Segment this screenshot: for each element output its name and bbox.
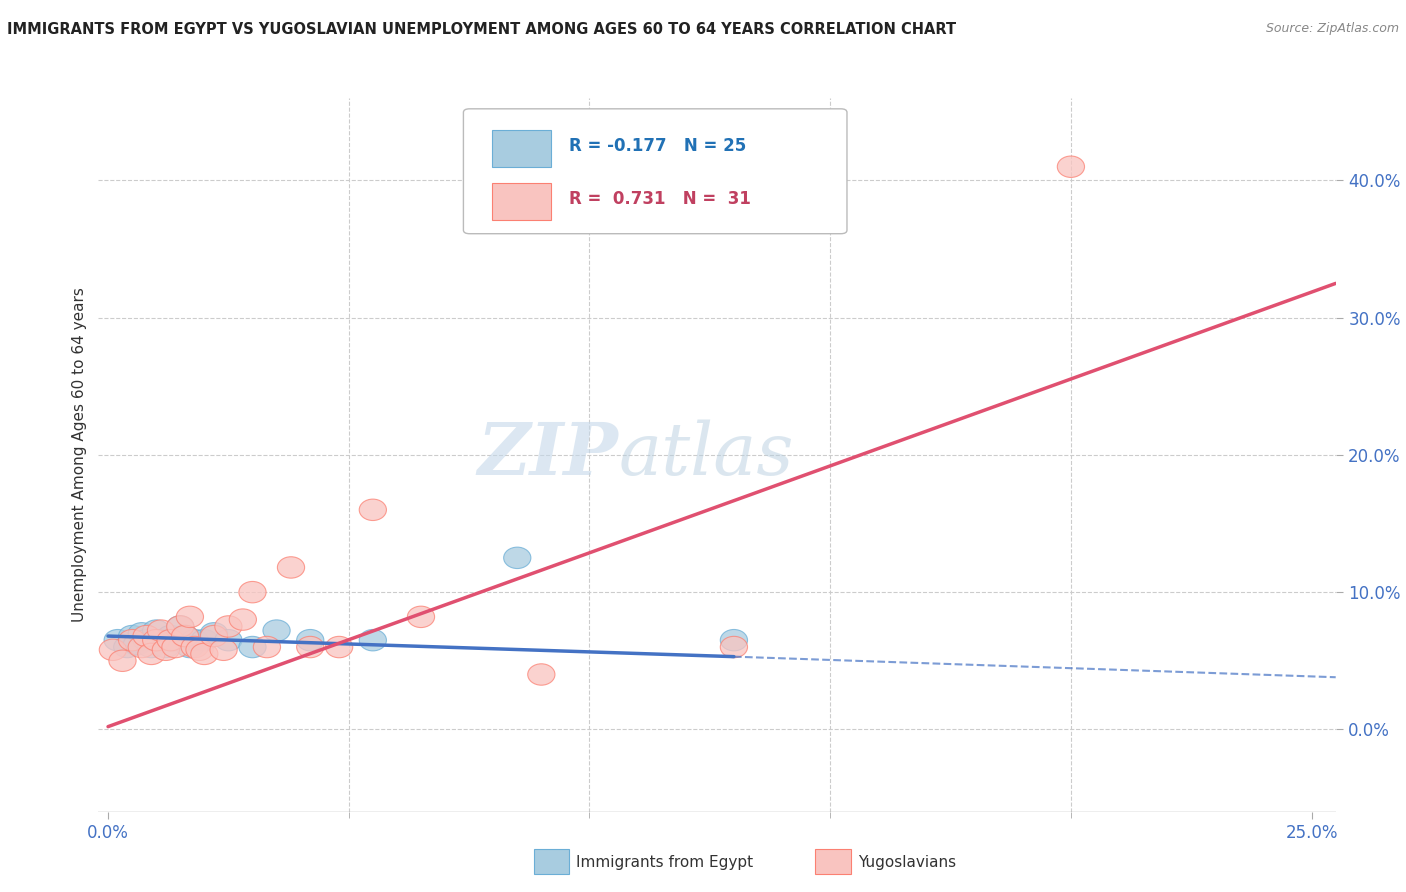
Ellipse shape <box>297 630 323 651</box>
Ellipse shape <box>215 630 242 651</box>
Ellipse shape <box>239 636 266 657</box>
Ellipse shape <box>181 636 208 657</box>
Ellipse shape <box>134 630 160 651</box>
Text: Yugoslavians: Yugoslavians <box>858 855 956 870</box>
Ellipse shape <box>114 636 141 657</box>
Ellipse shape <box>162 636 188 657</box>
Y-axis label: Unemployment Among Ages 60 to 64 years: Unemployment Among Ages 60 to 64 years <box>72 287 87 623</box>
Ellipse shape <box>200 623 228 644</box>
Ellipse shape <box>181 630 208 651</box>
Ellipse shape <box>172 625 198 647</box>
Ellipse shape <box>108 650 136 672</box>
Text: R = -0.177   N = 25: R = -0.177 N = 25 <box>568 137 745 155</box>
Ellipse shape <box>359 500 387 521</box>
Ellipse shape <box>176 636 204 657</box>
Ellipse shape <box>191 630 218 651</box>
Ellipse shape <box>277 557 305 578</box>
Ellipse shape <box>253 636 281 657</box>
Ellipse shape <box>720 636 748 657</box>
Ellipse shape <box>503 547 531 568</box>
Ellipse shape <box>124 633 150 655</box>
Ellipse shape <box>200 625 228 647</box>
Ellipse shape <box>104 630 131 651</box>
Ellipse shape <box>138 643 165 665</box>
Ellipse shape <box>326 636 353 657</box>
Ellipse shape <box>100 639 127 660</box>
Text: R =  0.731   N =  31: R = 0.731 N = 31 <box>568 191 751 209</box>
Ellipse shape <box>157 625 184 647</box>
Ellipse shape <box>152 636 180 657</box>
FancyBboxPatch shape <box>464 109 846 234</box>
Ellipse shape <box>172 625 198 647</box>
Ellipse shape <box>527 664 555 685</box>
Ellipse shape <box>152 639 180 660</box>
Ellipse shape <box>359 630 387 651</box>
Ellipse shape <box>186 639 214 660</box>
Ellipse shape <box>1057 156 1084 178</box>
Ellipse shape <box>408 607 434 628</box>
Ellipse shape <box>128 623 155 644</box>
Text: Immigrants from Egypt: Immigrants from Egypt <box>576 855 754 870</box>
Ellipse shape <box>118 625 146 647</box>
FancyBboxPatch shape <box>492 129 551 167</box>
Text: atlas: atlas <box>619 419 793 491</box>
Ellipse shape <box>176 607 204 628</box>
Ellipse shape <box>297 636 323 657</box>
Text: IMMIGRANTS FROM EGYPT VS YUGOSLAVIAN UNEMPLOYMENT AMONG AGES 60 TO 64 YEARS CORR: IMMIGRANTS FROM EGYPT VS YUGOSLAVIAN UNE… <box>7 22 956 37</box>
Ellipse shape <box>162 630 188 651</box>
Text: Source: ZipAtlas.com: Source: ZipAtlas.com <box>1265 22 1399 36</box>
Ellipse shape <box>215 615 242 637</box>
Ellipse shape <box>138 636 165 657</box>
Text: ZIP: ZIP <box>477 419 619 491</box>
Ellipse shape <box>239 582 266 603</box>
Ellipse shape <box>209 639 238 660</box>
Ellipse shape <box>134 625 160 647</box>
Ellipse shape <box>167 615 194 637</box>
Ellipse shape <box>191 643 218 665</box>
Ellipse shape <box>229 609 256 631</box>
Ellipse shape <box>148 630 174 651</box>
Ellipse shape <box>118 630 146 651</box>
Ellipse shape <box>148 620 174 641</box>
Ellipse shape <box>142 620 170 641</box>
Ellipse shape <box>157 630 184 651</box>
Ellipse shape <box>720 630 748 651</box>
Ellipse shape <box>128 636 155 657</box>
FancyBboxPatch shape <box>492 183 551 220</box>
Ellipse shape <box>263 620 290 641</box>
Ellipse shape <box>167 615 194 637</box>
Ellipse shape <box>142 630 170 651</box>
